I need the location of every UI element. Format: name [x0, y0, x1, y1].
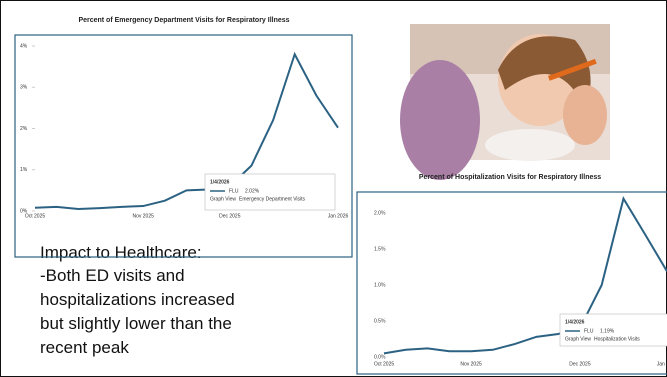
y-tick-label: 0.0% [374, 354, 386, 360]
data-line [383, 196, 667, 355]
x-tick-label: Oct 2025 [25, 213, 46, 219]
y-tick-label: 1.0% [374, 282, 386, 288]
chart-frame [356, 191, 667, 375]
tooltip [204, 173, 336, 211]
y-tick-label: 3% [20, 85, 28, 91]
tooltip-legend: Graph View [565, 336, 591, 342]
legend-label: FLU [584, 328, 594, 334]
x-tick-label: Jan 2026 [657, 361, 667, 367]
chart-title: Percent of Emergency Department Visits f… [78, 17, 289, 24]
x-tick-label: Dec 2025 [569, 361, 591, 367]
y-tick-label: 4% [20, 43, 28, 49]
tooltip-date: 1/4/2026 [565, 319, 585, 325]
tooltip-view: Emergency Department Visits [239, 196, 306, 202]
legend-label: FLU [229, 188, 239, 194]
x-tick-label: Dec 2025 [219, 213, 241, 219]
data-line [34, 51, 339, 210]
tooltip-date: 1/4/2026 [210, 179, 230, 185]
y-tick-label: 2% [20, 126, 28, 132]
body-line: recent peak [40, 338, 129, 357]
y-tick-label: 1% [20, 167, 28, 173]
x-tick-label: Oct 2025 [374, 361, 395, 367]
tooltip-view: Hospitalization Visits [594, 336, 640, 342]
y-tick-label: 1.5% [374, 246, 386, 252]
body-line: hospitalizations increased [40, 290, 235, 309]
x-tick-label: Nov 2025 [133, 213, 155, 219]
body-line: -Both ED visits and [40, 266, 185, 285]
body-line: but slightly lower than the [40, 314, 232, 333]
tooltip-value: 1.19% [600, 328, 615, 334]
y-tick-label: 0% [20, 208, 28, 214]
tooltip [559, 313, 667, 347]
chart-title: Percent of Hospitalization Visits for Re… [419, 174, 601, 181]
y-tick-label: 0.5% [374, 318, 386, 324]
x-tick-label: Jan 2026 [328, 213, 349, 219]
x-tick-label: Nov 2025 [460, 361, 482, 367]
body-line: Impact to Healthcare: [40, 243, 202, 262]
tooltip-legend: Graph View [210, 196, 236, 202]
chart-frame [14, 34, 353, 258]
tooltip-value: 2.02% [245, 188, 260, 194]
y-tick-label: 2.0% [374, 210, 386, 216]
photo [400, 24, 610, 180]
